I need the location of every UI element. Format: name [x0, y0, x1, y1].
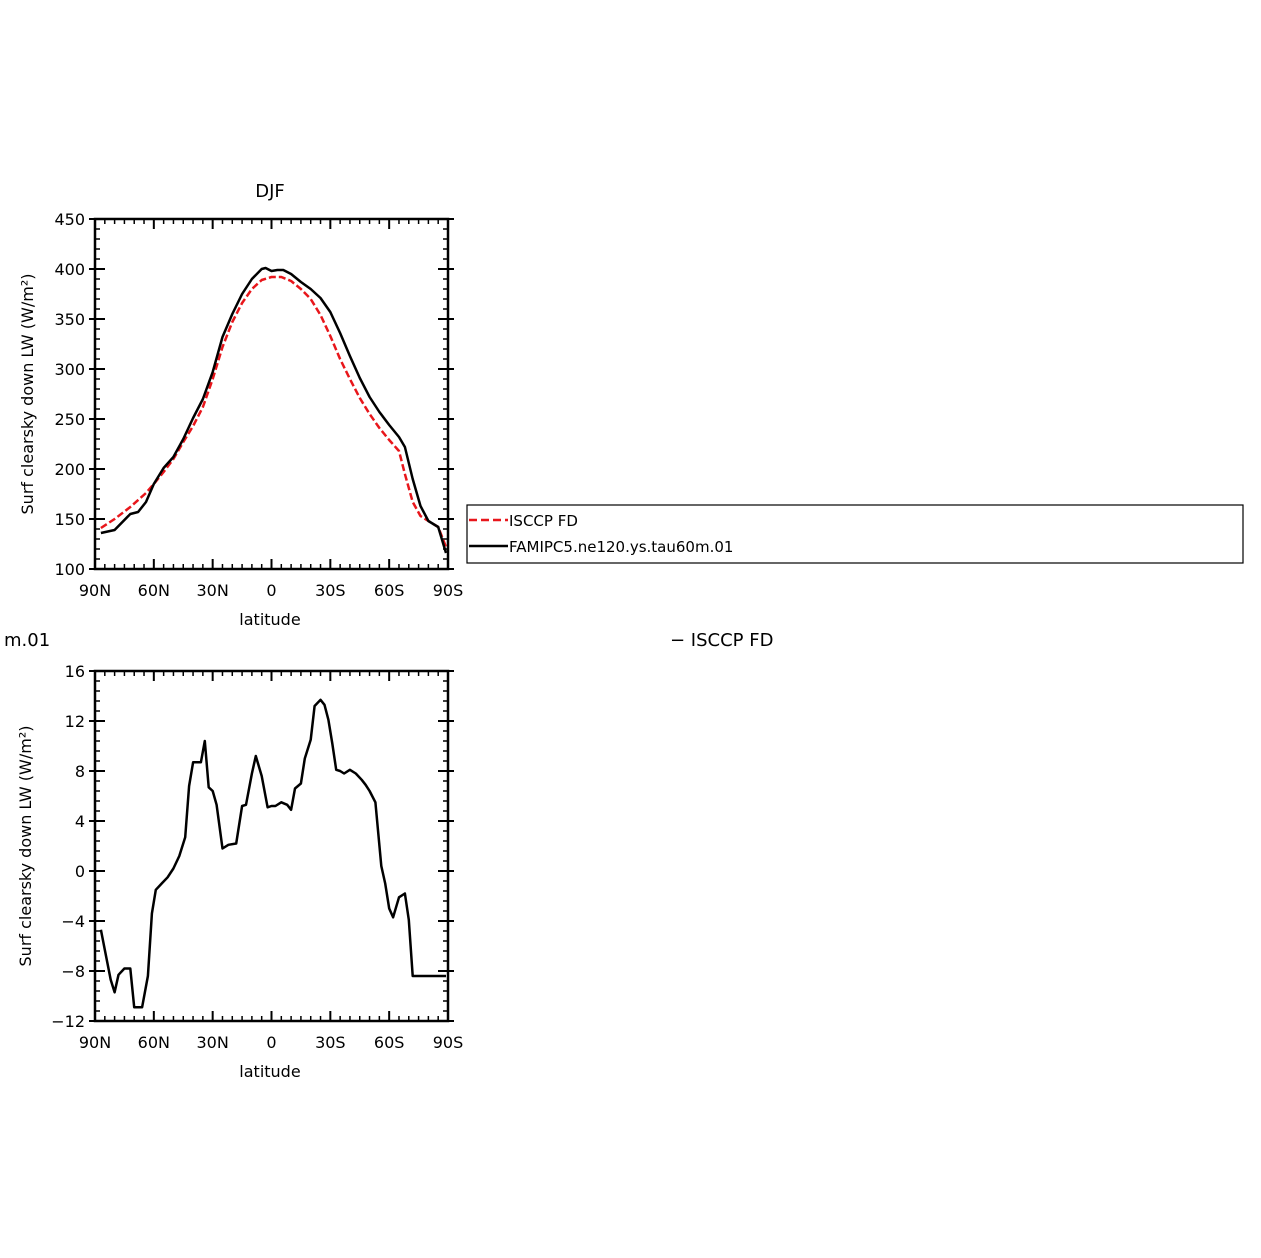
legend-label-isccp: ISCCP FD — [509, 512, 578, 530]
top-chart-title: DJF — [255, 181, 285, 202]
legend: ISCCP FD FAMIPC5.ne120.ys.tau60m.01 — [466, 504, 1244, 564]
series-line-0 — [99, 698, 446, 1009]
x-tick-label: 90S — [433, 581, 464, 600]
top-chart-panel: DJF 90N 60N 30N 0 30S 60S 90S 100 150 200 250 300 35… — [18, 181, 463, 629]
y-tick-label: 4 — [75, 812, 85, 831]
legend-box — [466, 504, 1244, 564]
left-header-fragment: m.01 — [4, 630, 50, 651]
series-line-0 — [100, 275, 448, 548]
top-series-group — [100, 266, 448, 554]
x-tick-label: 60S — [374, 1033, 405, 1052]
x-tick-label: 30S — [315, 581, 346, 600]
y-tick-label: 450 — [54, 210, 85, 229]
y-tick-label: −8 — [61, 962, 85, 981]
y-tick-label: −4 — [61, 912, 85, 931]
y-tick-label: 12 — [65, 712, 85, 731]
top-x-axis-title: latitude — [239, 610, 300, 629]
bottom-series-group — [99, 698, 446, 1009]
y-tick-label: 300 — [54, 360, 85, 379]
x-tick-label: 60N — [138, 581, 170, 600]
legend-label-model: FAMIPC5.ne120.ys.tau60m.01 — [509, 538, 733, 556]
x-tick-label: 0 — [266, 581, 276, 600]
x-tick-label: 90N — [79, 1033, 111, 1052]
x-tick-label: 0 — [266, 1033, 276, 1052]
y-tick-label: 350 — [54, 310, 85, 329]
x-tick-label: 30S — [315, 1033, 346, 1052]
y-tick-label: 400 — [54, 260, 85, 279]
bottom-chart-panel: 90N 60N 30N 0 30S 60S 90S −12 −8 −4 0 4 8 12 16 latitu… — [16, 662, 463, 1081]
bottom-y-axis-title: Surf clearsky down LW (W/m²) — [16, 726, 35, 967]
top-tick-group: 90N 60N 30N 0 30S 60S 90S 100 150 200 250 300 350 400… — [54, 210, 463, 600]
y-tick-label: 8 — [75, 762, 85, 781]
y-tick-label: 250 — [54, 410, 85, 429]
top-y-axis-title: Surf clearsky down LW (W/m²) — [18, 274, 37, 515]
x-tick-label: 60S — [374, 581, 405, 600]
y-tick-label: 0 — [75, 862, 85, 881]
bottom-tick-group: 90N 60N 30N 0 30S 60S 90S −12 −8 −4 0 4 8 12 16 — [51, 662, 463, 1052]
x-tick-label: 60N — [138, 1033, 170, 1052]
y-tick-label: 16 — [65, 662, 85, 681]
x-tick-label: 90S — [433, 1033, 464, 1052]
x-tick-label: 30N — [197, 581, 229, 600]
y-tick-label: 150 — [54, 510, 85, 529]
bottom-x-axis-title: latitude — [239, 1062, 300, 1081]
x-tick-label: 30N — [197, 1033, 229, 1052]
right-header-fragment: − ISCCP FD — [670, 630, 773, 651]
y-tick-label: 200 — [54, 460, 85, 479]
y-tick-label: −12 — [51, 1012, 85, 1031]
series-line-1 — [100, 266, 448, 554]
x-tick-label: 90N — [79, 581, 111, 600]
y-tick-label: 100 — [54, 560, 85, 579]
